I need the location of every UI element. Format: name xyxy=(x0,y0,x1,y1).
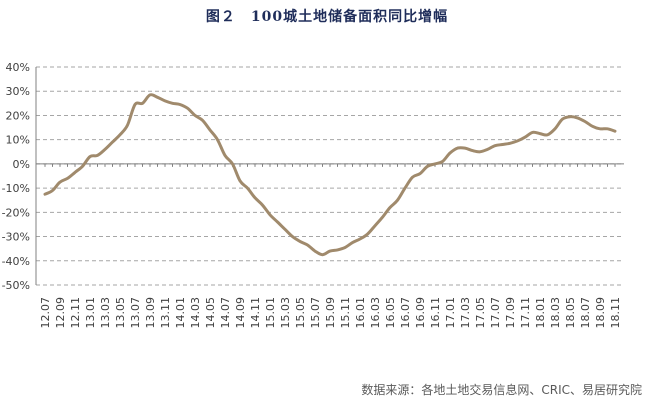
x-tick-label: 17.09 xyxy=(504,297,517,329)
x-tick-label: 14.11 xyxy=(249,297,262,329)
x-tick-label: 13.03 xyxy=(99,297,112,329)
x-tick-label: 14.01 xyxy=(174,297,187,329)
x-tick-label: 14.03 xyxy=(189,297,202,329)
x-tick-label: 17.05 xyxy=(474,297,487,329)
x-tick-label: 13.11 xyxy=(159,297,172,329)
x-tick-label: 13.09 xyxy=(144,297,157,329)
y-tick-label: 40% xyxy=(6,61,30,74)
x-tick-label: 17.11 xyxy=(519,297,532,329)
y-tick-label: 20% xyxy=(6,109,30,122)
x-tick-label: 14.05 xyxy=(204,297,217,329)
x-tick-label: 15.11 xyxy=(339,297,352,329)
x-tick-label: 16.09 xyxy=(414,297,427,329)
x-tick-label: 16.01 xyxy=(354,297,367,329)
x-tick-label: 18.03 xyxy=(549,297,562,329)
x-axis: 12.07 12.09 12.11 13.01 13.03 13.05 13.07 13.09… xyxy=(36,163,624,329)
x-tick-label: 12.09 xyxy=(54,297,67,329)
x-tick-label: 13.07 xyxy=(129,297,142,329)
x-tick-label: 15.05 xyxy=(294,297,307,329)
x-tick-label: 17.01 xyxy=(444,297,457,329)
chart-source: 数据来源：各地土地交易信息网、CRIC、易居研究院 xyxy=(361,383,642,397)
series-layer xyxy=(43,93,617,257)
y-tick-label: -50% xyxy=(2,279,30,292)
x-tick-label: 13.05 xyxy=(114,297,127,329)
x-tick-label: 12.11 xyxy=(69,297,82,329)
y-tick-label: -40% xyxy=(2,255,30,268)
y-tick-label: -10% xyxy=(2,182,30,195)
y-tick-label: 30% xyxy=(6,85,30,98)
y-tick-label: 0% xyxy=(13,158,30,171)
x-tick-label: 15.03 xyxy=(279,297,292,329)
x-tick-label: 18.11 xyxy=(609,297,622,329)
x-tick-label: 14.09 xyxy=(234,297,247,329)
x-tick-label: 16.07 xyxy=(399,297,412,329)
y-tick-label: 10% xyxy=(6,134,30,147)
x-tick-label: 15.09 xyxy=(324,297,337,329)
series-line xyxy=(43,93,617,257)
chart-title: 图２ 100城土地储备面积同比增幅 xyxy=(205,9,449,25)
x-tick-label: 17.07 xyxy=(489,297,502,329)
x-tick-label: 16.03 xyxy=(369,297,382,329)
x-tick-label: 18.07 xyxy=(579,297,592,329)
x-tick-label: 15.01 xyxy=(264,297,277,329)
x-tick-label: 12.07 xyxy=(39,297,52,329)
x-tick-label: 17.03 xyxy=(459,297,472,329)
x-tick-label: 14.07 xyxy=(219,297,232,329)
x-tick-label: 16.05 xyxy=(384,297,397,329)
x-tick-label: 16.11 xyxy=(429,297,442,329)
y-tick-label: -30% xyxy=(2,231,30,244)
y-axis: 40% 30% 20% 10% 0% -10% -20% -30% -40% -50% xyxy=(2,61,37,292)
x-tick-label: 15.07 xyxy=(309,297,322,329)
x-tick-label: 13.01 xyxy=(84,297,97,329)
x-tick-label: 18.09 xyxy=(594,297,607,329)
y-tick-label: -20% xyxy=(2,206,30,219)
x-tick-label: 18.05 xyxy=(564,297,577,329)
x-tick-label: 18.01 xyxy=(534,297,547,329)
